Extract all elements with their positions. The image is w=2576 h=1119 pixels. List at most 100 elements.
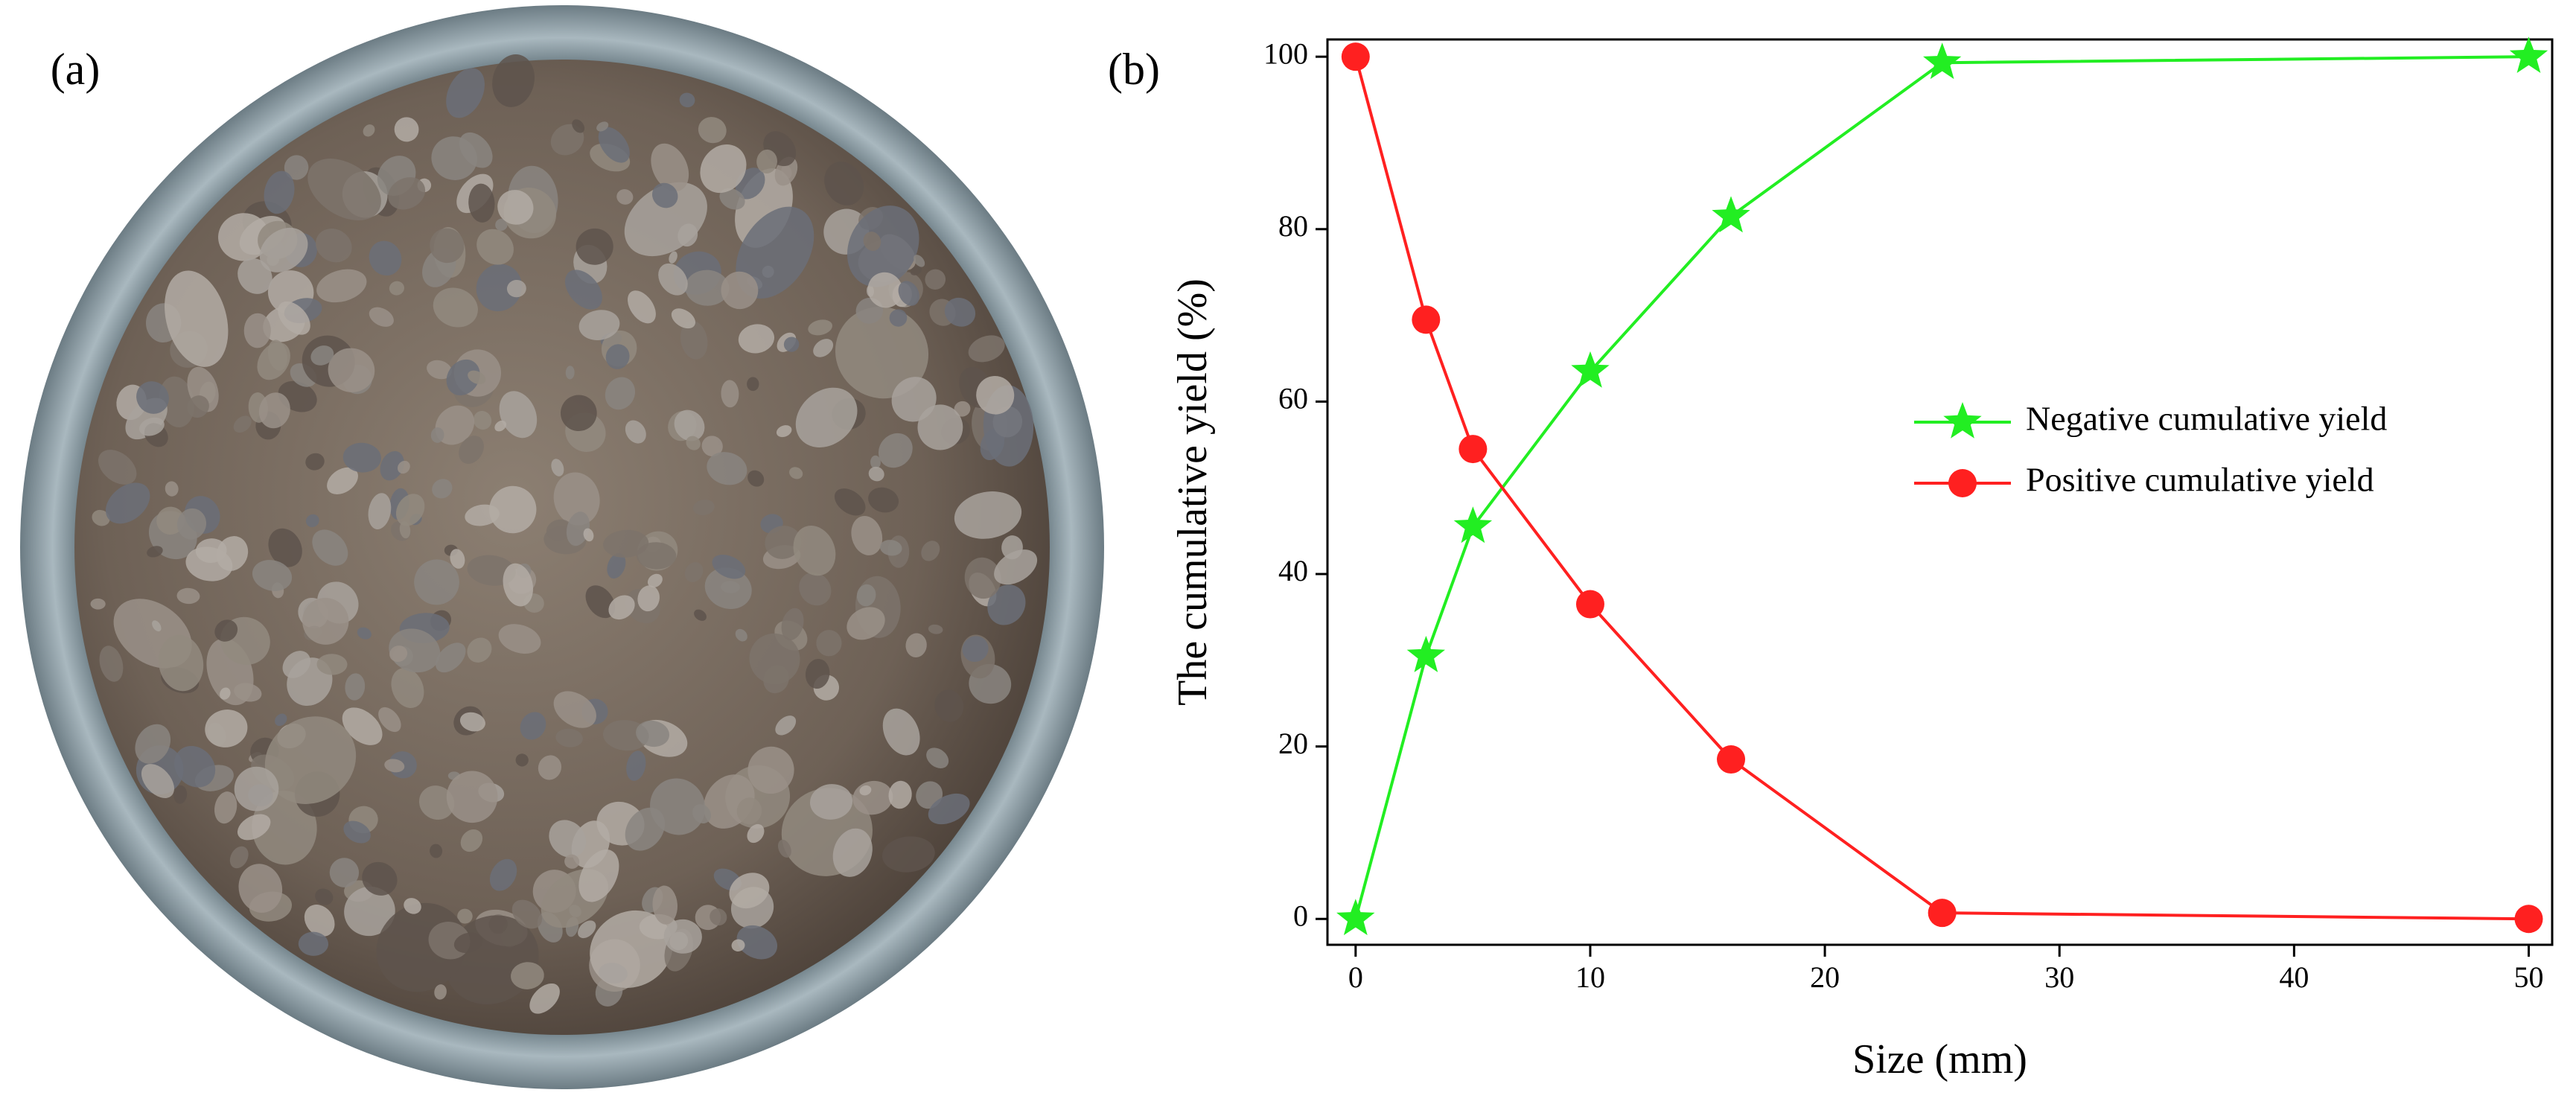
rock (550, 124, 584, 156)
rock (628, 290, 656, 324)
rock (237, 258, 272, 294)
rock (430, 228, 465, 264)
rock (233, 415, 252, 433)
rock (549, 820, 587, 858)
rock (795, 387, 858, 447)
rock (626, 750, 646, 781)
rock (380, 450, 404, 481)
rock (859, 785, 872, 796)
rock (954, 491, 1022, 539)
rock (551, 459, 564, 476)
rock (925, 269, 946, 290)
rock (553, 472, 600, 526)
rock (343, 820, 371, 844)
rock (882, 708, 920, 756)
chart: 0 10 20 30 40 50 0 20 40 60 80 100 Size (mm) The cumu… (1170, 36, 2554, 1083)
rock (747, 746, 794, 794)
rock (747, 377, 759, 392)
rock (851, 515, 883, 555)
rock (389, 645, 408, 663)
rock (495, 218, 508, 231)
rock (647, 573, 663, 588)
marker (1571, 351, 1610, 388)
rock (976, 375, 1015, 415)
rock (736, 206, 814, 299)
marker (1928, 899, 1957, 928)
marker (1948, 469, 1977, 497)
rock (596, 121, 609, 132)
rock (926, 747, 949, 768)
rock (856, 584, 876, 607)
rock (564, 270, 602, 310)
rock (214, 791, 237, 824)
rock (731, 939, 745, 951)
legend-label: Negative cumulative yield (2026, 400, 2387, 438)
rock (776, 425, 792, 438)
rock (158, 634, 204, 692)
y-tick-label: 80 (1278, 209, 1308, 243)
rock (870, 455, 881, 469)
rock (847, 607, 885, 640)
rock (99, 645, 124, 682)
rock (237, 814, 271, 841)
rock (736, 925, 778, 960)
rock (964, 557, 1001, 599)
rock (173, 785, 188, 804)
rock (205, 710, 248, 747)
rock (652, 182, 678, 208)
rock (721, 271, 759, 310)
rock (499, 391, 538, 439)
rock (395, 494, 425, 526)
rock (808, 319, 833, 336)
rock (384, 759, 405, 773)
rock (152, 620, 162, 632)
rock (342, 442, 381, 473)
rock (572, 119, 585, 133)
rock (684, 562, 704, 582)
rock (700, 144, 747, 194)
rock (468, 370, 486, 385)
x-tick-label: 0 (1348, 960, 1363, 994)
rock (834, 488, 866, 516)
rock (436, 643, 466, 673)
rock (450, 549, 465, 569)
rock (888, 780, 912, 809)
rock (944, 297, 976, 327)
rock (898, 281, 919, 306)
rock (304, 905, 335, 937)
rock (404, 898, 421, 914)
rock (368, 493, 392, 529)
rock (636, 720, 670, 747)
rock (476, 229, 514, 265)
rock (431, 136, 477, 180)
rock (434, 984, 447, 1000)
rock (603, 529, 649, 558)
rock (605, 377, 636, 410)
rock (783, 337, 800, 352)
rock (363, 124, 375, 137)
rock (459, 436, 484, 465)
rock (345, 673, 366, 701)
rock (494, 420, 507, 432)
rock (637, 585, 660, 612)
marker (1406, 636, 1445, 672)
panel-label: (b) (1108, 45, 1160, 94)
rock (616, 189, 634, 205)
rock (658, 263, 688, 296)
rock (234, 766, 279, 812)
rock (679, 92, 695, 108)
rock (90, 598, 106, 610)
rock (721, 380, 739, 408)
rock (259, 227, 308, 272)
rock (176, 508, 207, 540)
marker (1712, 196, 1750, 233)
rock (511, 899, 543, 929)
rock (389, 628, 441, 673)
rock (954, 401, 971, 417)
marker (1341, 42, 1370, 71)
rock (694, 609, 707, 621)
rock (598, 127, 630, 163)
rock (214, 619, 238, 642)
rock (238, 864, 283, 913)
rock (685, 270, 730, 306)
